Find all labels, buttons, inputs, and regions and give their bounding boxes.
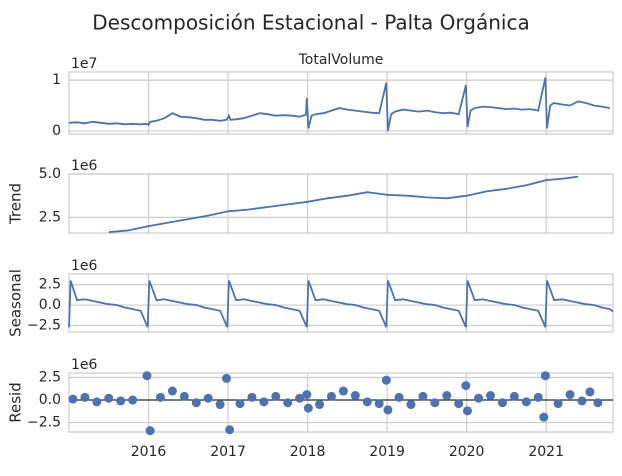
resid-point: [92, 397, 102, 407]
resid-point: [540, 371, 550, 381]
resid-point: [155, 392, 165, 402]
resid-point: [338, 386, 348, 396]
resid-point: [295, 393, 305, 403]
resid-point: [128, 395, 138, 405]
resid-point: [406, 400, 416, 410]
panel-frame: [68, 173, 614, 234]
resid-point: [383, 405, 393, 415]
y-tick-label: 1: [52, 72, 61, 88]
resid-point: [577, 396, 587, 406]
resid-point: [271, 391, 281, 401]
y-tick-label: 0: [52, 123, 61, 139]
resid-point: [509, 391, 519, 401]
y-tick-label: −2.5: [27, 415, 61, 431]
resid-point: [104, 393, 114, 403]
figure-title: Descomposición Estacional - Palta Orgáni…: [92, 11, 529, 35]
resid-point: [283, 398, 293, 408]
y-tick-label: −2.5: [27, 317, 61, 333]
series-line: [68, 280, 614, 328]
y-tick-label: 2.5: [39, 370, 61, 386]
resid-point: [259, 397, 269, 407]
resid-point: [362, 397, 372, 407]
series-line: [68, 77, 610, 132]
resid-point: [585, 387, 595, 397]
resid-point: [225, 425, 235, 435]
resid-point: [145, 426, 155, 436]
resid-point: [179, 391, 189, 401]
x-tick-label: 2020: [449, 444, 485, 460]
resid-point: [462, 406, 472, 416]
y-tick-label: 0.0: [39, 392, 61, 408]
y-axis-label: Seasonal: [7, 269, 25, 337]
x-tick-label: 2016: [131, 444, 167, 460]
resid-point: [247, 392, 257, 402]
resid-point: [374, 399, 384, 409]
y-axis-label: Resid: [7, 382, 25, 422]
resid-point: [394, 392, 404, 402]
resid-point: [68, 394, 78, 404]
resid-point: [418, 391, 428, 401]
resid-point: [80, 392, 90, 402]
resid-point: [430, 398, 440, 408]
resid-point: [461, 381, 471, 391]
y-tick-label: 0.0: [39, 297, 61, 313]
y-axis-label: Trend: [7, 183, 25, 225]
resid-point: [533, 392, 543, 402]
resid-point: [553, 399, 563, 409]
resid-point: [167, 386, 177, 396]
resid-point: [350, 391, 360, 401]
y-tick-label: 2.5: [39, 209, 61, 225]
resid-point: [486, 391, 496, 401]
panel-frame: [68, 372, 614, 433]
y-tick-label: 5.0: [39, 166, 61, 182]
resid-point: [221, 373, 231, 383]
offset-label: 1e6: [71, 258, 98, 274]
x-tick-label: 2021: [528, 444, 564, 460]
x-tick-label: 2019: [369, 444, 405, 460]
y-tick-label: 2.5: [39, 277, 61, 293]
panel-frame: [68, 71, 614, 135]
resid-point: [565, 390, 575, 400]
offset-label: 1e6: [71, 357, 98, 373]
resid-point: [474, 393, 484, 403]
resid-point: [442, 391, 452, 401]
offset-label: 1e6: [71, 158, 98, 174]
resid-point: [593, 398, 603, 408]
resid-point: [539, 412, 549, 422]
resid-point: [521, 397, 531, 407]
resid-point: [326, 391, 336, 401]
panel-title: TotalVolume: [298, 52, 384, 68]
resid-point: [191, 398, 201, 408]
series-line: [108, 175, 579, 233]
resid-point: [315, 400, 325, 410]
x-tick-label: 2017: [210, 444, 246, 460]
resid-point: [215, 400, 225, 410]
x-tick-label: 2018: [290, 444, 326, 460]
offset-label: 1e7: [71, 56, 97, 72]
resid-point: [302, 390, 312, 400]
resid-point: [454, 399, 464, 409]
resid-point: [381, 375, 391, 385]
resid-point: [203, 393, 213, 403]
resid-point: [497, 398, 507, 408]
resid-point: [116, 396, 126, 406]
resid-point: [142, 371, 152, 381]
resid-point: [235, 399, 245, 409]
resid-point: [303, 403, 313, 413]
